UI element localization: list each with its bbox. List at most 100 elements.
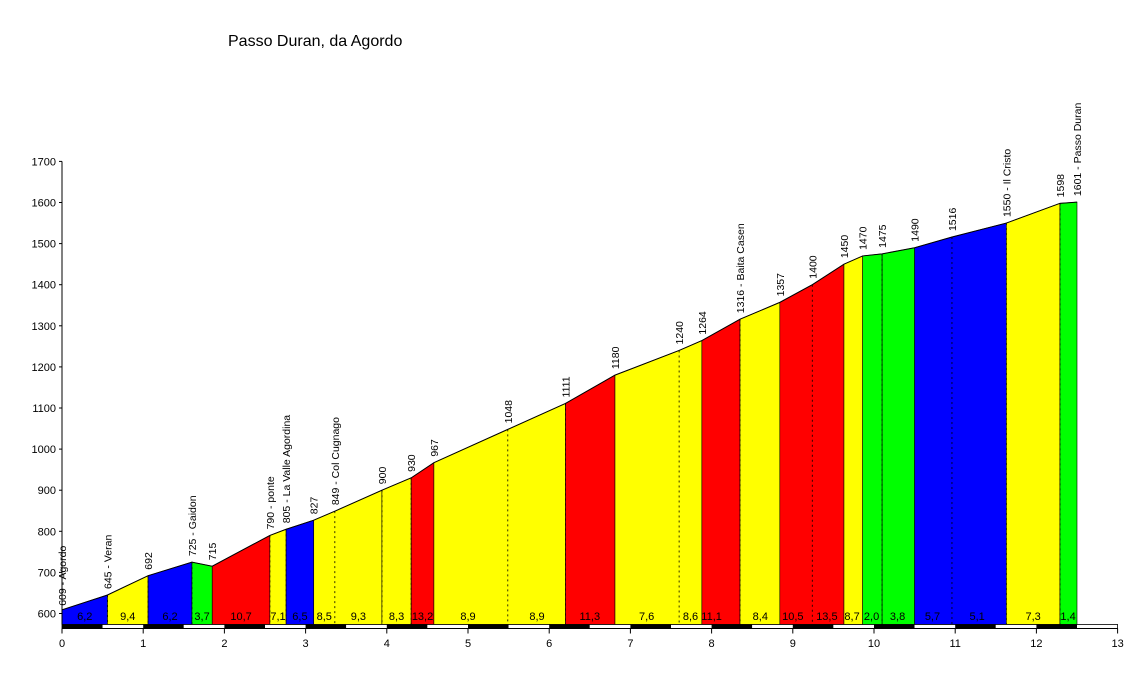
gradient-label-20: 8,7 (844, 611, 859, 623)
y-tick-label-7: 1300 (32, 321, 56, 333)
scale-bar-segment-25 (1077, 624, 1118, 629)
scale-bar-segment-0 (62, 624, 103, 629)
gradient-label-13: 11,3 (580, 611, 601, 623)
altitude-label-12: 1048 (503, 400, 515, 424)
gradient-label-15: 8,6 (683, 611, 698, 623)
gradient-label-18: 10,5 (782, 611, 803, 623)
altitude-label-23: 1490 (910, 218, 922, 242)
scale-bar-segment-10 (468, 624, 509, 629)
altitude-label-15: 1240 (674, 321, 686, 345)
scale-bar-segment-17 (752, 624, 793, 629)
y-tick-label-1: 700 (38, 567, 56, 579)
scale-bar-segment-5 (265, 624, 306, 629)
scale-bar-segment-21 (914, 624, 956, 629)
altitude-label-13: 1111 (560, 376, 572, 397)
altitude-label-6: 805 - La Valle Agordina (281, 415, 293, 524)
x-tick-label-5: 5 (465, 638, 471, 650)
gradient-label-8: 9,3 (351, 611, 366, 623)
gradient-label-14: 7,6 (639, 611, 654, 623)
section-18 (881, 247, 915, 625)
section-10 (433, 403, 566, 625)
gradient-label-22: 3,8 (890, 611, 905, 623)
altitude-label-20: 1450 (839, 235, 851, 259)
x-tick-label-12: 12 (1030, 638, 1042, 650)
profile-outline (61, 201, 1078, 611)
chart-title: Passo Duran, da Agordo (228, 33, 403, 50)
altitude-labels: 609 - Agordo 645 - Veran 692 725 - Gaidon 71… (57, 103, 1084, 606)
scale-bar-segment-20 (874, 624, 915, 629)
scale-bar-segment-24 (1036, 624, 1077, 629)
altitude-label-19: 1400 (807, 255, 819, 279)
section-16 (843, 255, 863, 625)
section-14 (739, 301, 781, 625)
gradient-label-5: 7,1 (270, 611, 285, 623)
section-15 (779, 263, 845, 625)
altitude-label-14: 1180 (610, 346, 622, 369)
y-tick-label-0: 600 (38, 609, 56, 621)
scale-bar-segment-6 (305, 624, 347, 629)
section-11 (565, 374, 616, 625)
altitude-label-25: 1550 - Il Cristo (1001, 149, 1013, 217)
altitude-label-5: 790 - ponte (265, 476, 277, 529)
gradient-label-3: 3,7 (194, 611, 209, 623)
axes: 6007008009001000110012001300140015001600… (32, 156, 1124, 650)
y-tick-label-11: 1700 (32, 156, 56, 168)
x-tick-label-4: 4 (384, 638, 390, 650)
gradient-label-4: 10,7 (230, 611, 251, 623)
gradient-labels: 6,2 9,4 6,2 3,7 10,7 7,1 6,5 8,5 9,3 8,3 13,2 8,9 8,… (77, 611, 1076, 623)
section-8 (381, 477, 412, 625)
scale-bar-segment-12 (549, 624, 590, 629)
y-tick-label-2: 800 (38, 526, 56, 538)
section-19 (914, 222, 1007, 625)
scale-bar-segment-11 (508, 624, 550, 629)
altitude-label-8: 849 - Col Cugnago (330, 417, 342, 505)
section-7 (313, 489, 383, 625)
gradient-label-11: 8,9 (460, 611, 475, 623)
gradient-label-7: 8,5 (317, 611, 332, 623)
scale-bar-segment-7 (346, 624, 387, 629)
altitude-label-17: 1316 - Baita Casen (735, 223, 747, 313)
altitude-label-21: 1470 (858, 226, 870, 250)
y-tick-label-4: 1000 (32, 444, 56, 456)
scale-bar-segment-3 (183, 624, 225, 629)
x-tick-label-1: 1 (140, 638, 146, 650)
section-9 (410, 462, 435, 625)
altitude-label-7: 827 (309, 497, 321, 515)
altitude-label-16: 1264 (697, 311, 709, 335)
gradient-label-19: 13,5 (816, 611, 837, 623)
section-6 (285, 519, 315, 625)
altitude-label-2: 692 (143, 552, 155, 570)
scale-bar-segment-23 (995, 624, 1037, 629)
y-tick-label-3: 900 (38, 485, 56, 497)
altitude-label-18: 1357 (775, 273, 787, 297)
section-17 (862, 253, 883, 625)
x-tick-label-7: 7 (627, 638, 633, 650)
section-21 (1059, 201, 1078, 625)
x-tick-label-8: 8 (709, 638, 715, 650)
segment-markers (107, 203, 1061, 625)
gradient-label-21: 2,0 (864, 611, 879, 623)
gradient-label-0: 6,2 (77, 611, 92, 623)
altitude-label-10: 930 (406, 454, 418, 472)
altitude-label-11: 967 (429, 439, 441, 457)
gradient-label-12: 8,9 (529, 611, 544, 623)
scale-bar-segment-1 (102, 624, 144, 629)
scale-bar-segment-8 (386, 624, 428, 629)
section-13 (701, 318, 741, 625)
x-tick-label-9: 9 (790, 638, 796, 650)
altitude-label-24: 1516 (947, 208, 959, 232)
gradient-label-25: 7,3 (1026, 611, 1041, 623)
altitude-label-27: 1601 - Passo Duran (1072, 103, 1084, 197)
gradient-label-6: 6,5 (292, 611, 307, 623)
scale-bar-segment-2 (143, 624, 184, 629)
scale-bar-segment-9 (427, 624, 468, 629)
section-20 (1006, 202, 1061, 625)
scale-bar-segment-13 (589, 624, 631, 629)
gradient-label-10: 13,2 (412, 611, 433, 623)
x-tick-label-13: 13 (1111, 638, 1123, 650)
scale-bar-segment-15 (671, 624, 712, 629)
scale-bar-segment-16 (711, 624, 753, 629)
y-tick-label-10: 1600 (32, 198, 56, 210)
x-tick-label-10: 10 (868, 638, 880, 650)
